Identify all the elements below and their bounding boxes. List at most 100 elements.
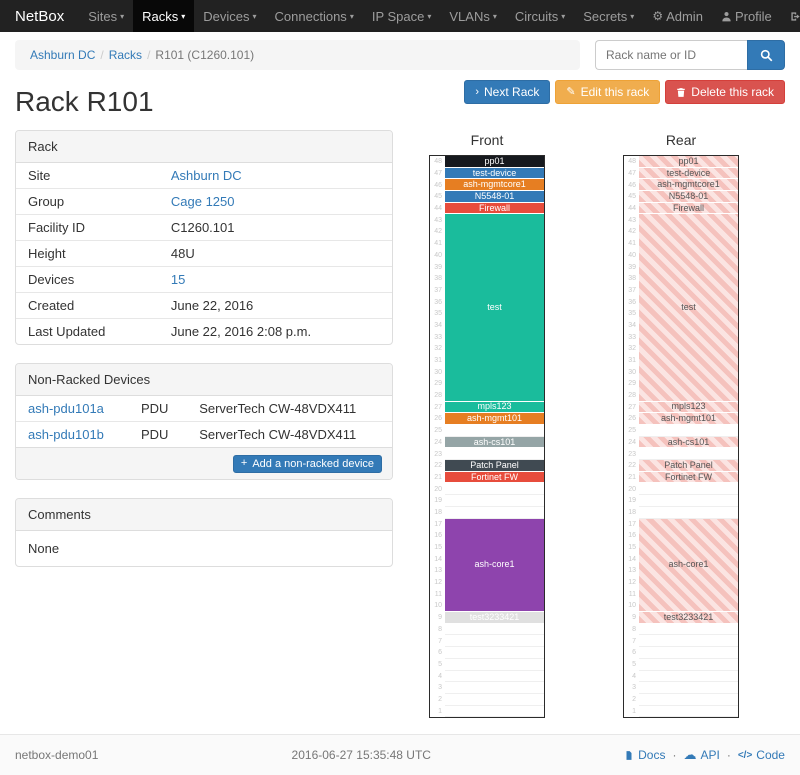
add-nonracked-device-button[interactable]: + Add a non-racked device	[232, 454, 382, 473]
rack-unit-number: 41	[434, 240, 442, 248]
nav-item-logout[interactable]: Log out	[781, 0, 800, 32]
rack-device-rear[interactable]: pp01	[639, 156, 738, 168]
rack-unit-number: 33	[628, 333, 636, 341]
nav-item-profile[interactable]: Profile	[712, 0, 781, 32]
rack-unit-number: 33	[434, 333, 442, 341]
nonracked-devices-panel: Non-Racked Devices ash-pdu101a PDU ServerT…	[15, 363, 393, 480]
nav-item-ip-space[interactable]: IP Space ▾	[363, 0, 441, 32]
rack-device-rear[interactable]: test	[639, 214, 738, 402]
nav-item-label: Sites	[88, 8, 118, 24]
rack-unit-number: 39	[628, 263, 636, 271]
rack-device-front[interactable]: Patch Panel	[445, 460, 544, 472]
rack-device-rear[interactable]: Fortinet FW	[639, 471, 738, 484]
rack-device-front[interactable]: test3233421	[445, 612, 544, 624]
rack-unit-number: 11	[628, 590, 636, 598]
rack-panel: Rack Site Ashburn DC Group Cage 1250 Facilit…	[15, 130, 393, 345]
rack-device-front[interactable]: test	[445, 214, 544, 402]
rack-unit-number: 22	[628, 462, 636, 470]
device-link[interactable]: ash-pdu101a	[28, 401, 104, 416]
rear-elevation: Rear 48 47 46 45 44 43 42 41 40 39 38 37 36 35 34 33 32 3…	[623, 130, 739, 719]
rack-unit-number: 39	[434, 263, 442, 271]
attr-value-link[interactable]: Ashburn DC	[170, 168, 242, 183]
rack-device-front[interactable]: ash-mgmtcore1	[445, 179, 544, 192]
search-input[interactable]	[595, 40, 747, 70]
breadcrumb-separator: /	[100, 48, 104, 62]
attr-value-link[interactable]: 15	[170, 272, 186, 287]
chevron-right-icon: ›	[475, 85, 480, 98]
rack-device-rear[interactable]: N5548-01	[639, 191, 738, 203]
rack-unit-empty	[445, 507, 544, 519]
rack-unit-number: 38	[628, 275, 636, 283]
attr-value-text: C1260.101	[170, 220, 235, 235]
delete-rack-button[interactable]: Delete this rack	[665, 80, 785, 104]
breadcrumb-link[interactable]: Racks	[108, 48, 143, 62]
table-row: Height 48U	[16, 240, 392, 267]
rack-device-rear[interactable]: test-device	[639, 167, 738, 180]
rack-device-rear[interactable]: mpls123	[639, 401, 738, 414]
rack-unit-number: 14	[434, 555, 442, 563]
rack-device-front[interactable]: test-device	[445, 167, 544, 180]
rack-unit-number: 7	[438, 637, 442, 645]
breadcrumb: Ashburn DC / Racks / R101 (C1260.101)	[15, 40, 580, 70]
attr-label: Site	[28, 168, 51, 183]
api-link[interactable]: ☁ API	[683, 747, 719, 763]
nav-item-sites[interactable]: Sites ▾	[79, 0, 133, 32]
rack-device-front[interactable]: mpls123	[445, 401, 544, 414]
device-name-cell: ash-pdu101b	[16, 421, 129, 447]
footer-links: Docs · ☁ API · </> Code	[624, 747, 785, 763]
rack-device-rear[interactable]: ash-mgmt101	[639, 413, 738, 425]
rack-unit-number: 4	[632, 672, 636, 680]
attr-value: 15	[158, 266, 392, 293]
rack-device-front[interactable]: pp01	[445, 156, 544, 168]
nav-item-secrets[interactable]: Secrets ▾	[574, 0, 643, 32]
rack-device-front[interactable]: ash-cs101	[445, 436, 544, 449]
nav-item-label: IP Space	[371, 8, 425, 24]
attr-value-link[interactable]: Cage 1250	[170, 194, 235, 209]
nav-item-circuits[interactable]: Circuits ▾	[506, 0, 574, 32]
breadcrumb-current: R101 (C1260.101)	[155, 48, 255, 62]
rack-unit-numbers: 48 47 46 45 44 43 42 41 40 39 38 37 36 35 34 33 32 31 30 29…	[430, 156, 445, 717]
brand-link[interactable]: NetBox	[15, 7, 65, 25]
rack-unit-empty	[639, 425, 738, 437]
rack-device-rear[interactable]: ash-core1	[639, 518, 738, 613]
comments-panel-title: Comments	[16, 498, 392, 531]
code-link[interactable]: </> Code	[738, 748, 785, 762]
rack-unit-number: 32	[628, 345, 636, 353]
search-button[interactable]	[747, 40, 785, 70]
nav-item-label: Racks	[142, 8, 179, 24]
rack-slots: pp01 test-device ash-mgmtcore1 N5548-01 Fire…	[445, 156, 544, 718]
nav-item-label: VLANs	[449, 8, 490, 24]
rack-device-front[interactable]: ash-mgmt101	[445, 413, 544, 425]
rack-unit-number: 23	[628, 450, 636, 458]
code-label: Code	[756, 748, 785, 763]
rack-unit-number: 31	[628, 357, 636, 365]
nav-item-devices[interactable]: Devices ▾	[194, 0, 265, 32]
attr-value: Ashburn DC	[159, 163, 392, 189]
rack-unit-number: 28	[434, 392, 442, 400]
rack-device-front[interactable]: Firewall	[445, 202, 544, 215]
rack-device-rear[interactable]: ash-cs101	[639, 436, 738, 449]
nonracked-panel-title: Non-Racked Devices	[16, 364, 392, 396]
rack-unit-number: 4	[438, 672, 442, 680]
docs-link[interactable]: Docs	[624, 748, 665, 762]
rack-device-front[interactable]: Fortinet FW	[445, 471, 544, 484]
device-link[interactable]: ash-pdu101b	[28, 427, 104, 442]
rack-unit-empty	[445, 635, 544, 648]
edit-rack-button[interactable]: ✎ Edit this rack	[555, 80, 661, 104]
rack-device-front[interactable]: N5548-01	[445, 191, 544, 203]
nav-item-admin[interactable]: ⚙ Admin	[643, 0, 712, 32]
rack-unit-empty	[639, 624, 738, 636]
nav-item-connections[interactable]: Connections ▾	[266, 0, 363, 32]
rack-device-rear[interactable]: test3233421	[639, 612, 738, 624]
rack-device-rear[interactable]: Patch Panel	[639, 460, 738, 472]
rack-unit-empty	[445, 671, 544, 683]
nav-item-vlans[interactable]: VLANs ▾	[440, 0, 505, 32]
rack-device-front[interactable]: ash-core1	[445, 518, 544, 613]
rack-unit-number: 3	[632, 684, 636, 692]
rack-device-rear[interactable]: ash-mgmtcore1	[639, 179, 738, 192]
nav-item-racks[interactable]: Racks ▾	[133, 0, 195, 32]
next-rack-button[interactable]: › Next Rack	[464, 80, 551, 104]
device-role-cell: PDU	[129, 421, 188, 447]
rack-device-rear[interactable]: Firewall	[639, 202, 738, 215]
breadcrumb-link[interactable]: Ashburn DC	[30, 48, 96, 62]
